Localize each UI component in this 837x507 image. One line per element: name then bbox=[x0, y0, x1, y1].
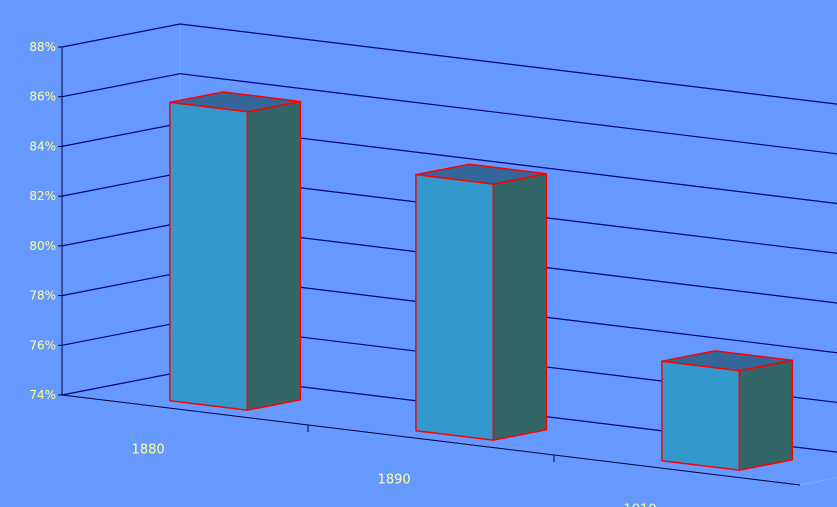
bar-1910 bbox=[661, 350, 794, 471]
y-tick-label: 88% bbox=[29, 40, 56, 54]
bar-1880 bbox=[169, 91, 302, 411]
bar-1890 bbox=[415, 163, 548, 441]
y-tick-label: 86% bbox=[29, 90, 56, 104]
x-tick-label: 1880 bbox=[132, 443, 165, 458]
bars bbox=[169, 91, 794, 471]
bar-front bbox=[661, 360, 741, 471]
bar-side bbox=[492, 172, 548, 441]
y-tick-label: 78% bbox=[29, 289, 56, 303]
x-tick-label: 1890 bbox=[378, 473, 411, 488]
bar-front bbox=[169, 101, 249, 411]
x-tick-label: 1910 bbox=[624, 503, 657, 507]
y-tick-label: 80% bbox=[29, 239, 56, 253]
x-axis-line bbox=[61, 394, 801, 486]
y-tick-label: 76% bbox=[29, 338, 56, 352]
y-tick-label: 82% bbox=[29, 189, 56, 203]
bar-front bbox=[415, 173, 495, 441]
y-axis-ticks: 74% 76% 78% 80% 82% 84% 86% 88% bbox=[29, 40, 62, 402]
y-tick-label: 74% bbox=[29, 388, 56, 402]
gridline bbox=[61, 23, 837, 105]
gridline bbox=[61, 73, 837, 155]
bar-side bbox=[246, 100, 302, 411]
x-axis-labels: 1880 1890 1910 bbox=[132, 425, 657, 507]
floor-right-edge bbox=[799, 477, 837, 486]
bar-side bbox=[738, 359, 794, 471]
y-tick-label: 84% bbox=[29, 139, 56, 153]
